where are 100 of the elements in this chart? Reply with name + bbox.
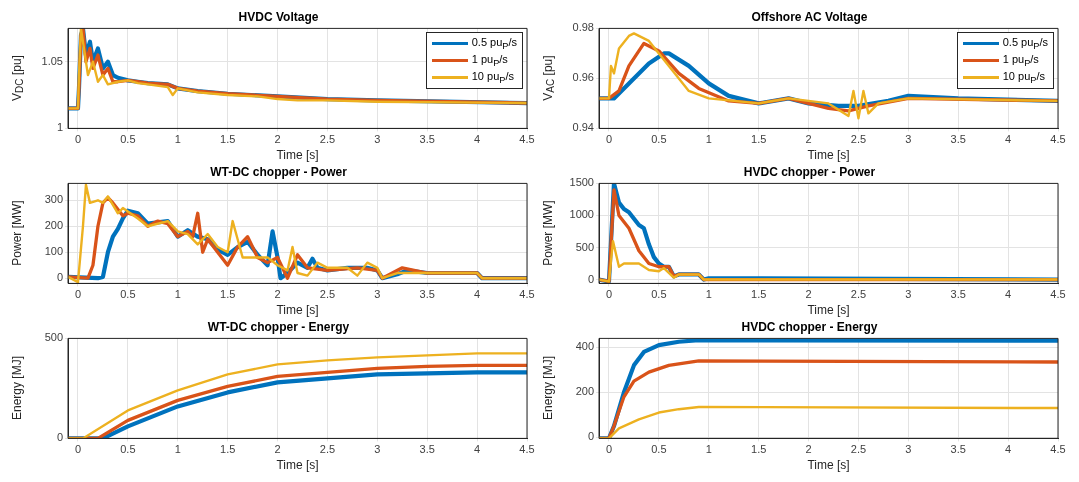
chart-title: HVDC chopper - Energy xyxy=(741,319,878,334)
x-tick-label: 2.5 xyxy=(850,443,867,456)
x-tick-label: 1 xyxy=(174,288,181,301)
x-tick-label: 0.5 xyxy=(651,288,667,301)
chart-title: WT-DC chopper - Energy xyxy=(207,319,350,334)
y-axis-title: Power [MW] xyxy=(541,200,555,267)
legend-label: 10 pu$_{P}$/s xyxy=(471,70,514,86)
y-tick-label: 0.96 xyxy=(572,71,594,84)
x-tick-label: 4 xyxy=(474,288,481,301)
x-tick-label: 1 xyxy=(705,443,712,456)
y-tick-label: 500 xyxy=(575,240,594,253)
y-tick-label: 0 xyxy=(56,431,63,444)
x-tick-label: 3 xyxy=(905,133,912,146)
x-tick-label: 4 xyxy=(1005,443,1012,456)
x-tick-label: 0.5 xyxy=(120,133,136,146)
x-tick-label: 1.5 xyxy=(751,443,767,456)
chart-title: HVDC Voltage xyxy=(238,9,319,24)
x-tick-label: 1.5 xyxy=(220,443,236,456)
x-tick-label: 2.5 xyxy=(850,288,867,301)
x-tick-label: 3 xyxy=(374,133,381,146)
x-tick-label: 0.5 xyxy=(120,443,136,456)
x-tick-label: 3 xyxy=(374,443,381,456)
x-tick-label: 0 xyxy=(74,443,82,456)
x-tick-label: 4 xyxy=(474,133,481,146)
x-tick-label: 0 xyxy=(605,288,613,301)
x-tick-label: 3 xyxy=(905,288,912,301)
y-axis-title: Energy [MJ] xyxy=(10,356,24,421)
x-tick-label: 0.5 xyxy=(651,133,667,146)
y-tick-label: 0.94 xyxy=(572,121,594,134)
x-tick-label: 0 xyxy=(74,288,82,301)
y-tick-label: 200 xyxy=(575,385,594,398)
y-tick-label: 0 xyxy=(56,271,63,284)
x-tick-label: 0 xyxy=(605,443,613,456)
x-tick-label: 1.5 xyxy=(220,133,236,146)
y-tick-label: 1000 xyxy=(569,208,594,221)
x-tick-label: 4 xyxy=(1005,133,1012,146)
x-tick-label: 1.5 xyxy=(751,288,767,301)
chart-title: Offshore AC Voltage xyxy=(751,9,868,24)
x-tick-label: 2 xyxy=(805,443,812,456)
x-tick-label: 0 xyxy=(605,133,613,146)
y-tick-label: 0 xyxy=(587,272,594,285)
x-tick-label: 2.5 xyxy=(319,443,336,456)
legend-label: 10 pu$_{P}$/s xyxy=(1002,70,1045,86)
x-tick-label: 4.5 xyxy=(519,443,535,456)
x-tick-label: 4.5 xyxy=(1050,443,1066,456)
x-tick-label: 1 xyxy=(174,443,181,456)
x-tick-label: 4.5 xyxy=(1050,288,1066,301)
x-tick-label: 4.5 xyxy=(1050,133,1066,146)
x-tick-label: 3.5 xyxy=(419,443,435,456)
legend-label: 0.5 pu$_{P}$/s xyxy=(1002,36,1048,52)
x-tick-label: 4 xyxy=(474,443,481,456)
x-tick-label: 4.5 xyxy=(519,288,535,301)
x-axis-title: Time [s] xyxy=(276,148,319,163)
y-tick-label: 1 xyxy=(56,121,63,134)
legend-label: 0.5 pu$_{P}$/s xyxy=(471,36,517,52)
y-tick-label: 0.98 xyxy=(572,21,594,34)
x-tick-label: 0.5 xyxy=(120,288,136,301)
y-tick-label: 0 xyxy=(587,430,594,443)
y-tick-label: 300 xyxy=(44,193,63,206)
x-tick-label: 3 xyxy=(374,288,381,301)
x-axis-title: Time [s] xyxy=(276,303,319,318)
legend-label: 1 pu$_{P}$/s xyxy=(1002,53,1039,69)
chart-title: WT-DC chopper - Power xyxy=(210,164,348,179)
x-tick-label: 1 xyxy=(705,288,712,301)
x-tick-label: 2.5 xyxy=(319,288,336,301)
y-axis-title: Energy [MJ] xyxy=(541,356,555,421)
y-tick-label: 100 xyxy=(44,245,63,258)
x-axis-title: Time [s] xyxy=(276,458,319,473)
x-tick-label: 3 xyxy=(905,443,912,456)
x-tick-label: 3.5 xyxy=(950,288,966,301)
x-tick-label: 1.5 xyxy=(751,133,767,146)
x-tick-label: 4 xyxy=(1005,288,1012,301)
x-tick-label: 0 xyxy=(74,133,82,146)
legend-label: 1 pu$_{P}$/s xyxy=(471,53,508,69)
x-tick-label: 1 xyxy=(705,133,712,146)
x-tick-label: 2.5 xyxy=(850,133,867,146)
x-axis-title: Time [s] xyxy=(807,303,850,318)
y-tick-label: 1500 xyxy=(569,176,594,189)
y-axis-title: Power [MW] xyxy=(10,200,24,267)
x-tick-label: 1 xyxy=(174,133,181,146)
y-tick-label: 1.05 xyxy=(41,54,63,67)
x-tick-label: 2 xyxy=(805,288,812,301)
x-tick-label: 0.5 xyxy=(651,443,667,456)
x-tick-label: 2 xyxy=(274,133,281,146)
x-axis-title: Time [s] xyxy=(807,458,850,473)
x-tick-label: 4.5 xyxy=(519,133,535,146)
x-tick-label: 3.5 xyxy=(419,133,435,146)
x-tick-label: 3.5 xyxy=(419,288,435,301)
y-tick-label: 200 xyxy=(44,219,63,232)
x-tick-label: 1.5 xyxy=(220,288,236,301)
x-tick-label: 2.5 xyxy=(319,133,336,146)
x-tick-label: 3.5 xyxy=(950,133,966,146)
x-tick-label: 2 xyxy=(274,288,281,301)
y-tick-label: 500 xyxy=(44,331,63,344)
x-tick-label: 2 xyxy=(274,443,281,456)
chart-title: HVDC chopper - Power xyxy=(743,164,876,179)
y-tick-label: 400 xyxy=(575,340,594,353)
x-tick-label: 2 xyxy=(805,133,812,146)
x-tick-label: 3.5 xyxy=(950,443,966,456)
x-axis-title: Time [s] xyxy=(807,148,850,163)
